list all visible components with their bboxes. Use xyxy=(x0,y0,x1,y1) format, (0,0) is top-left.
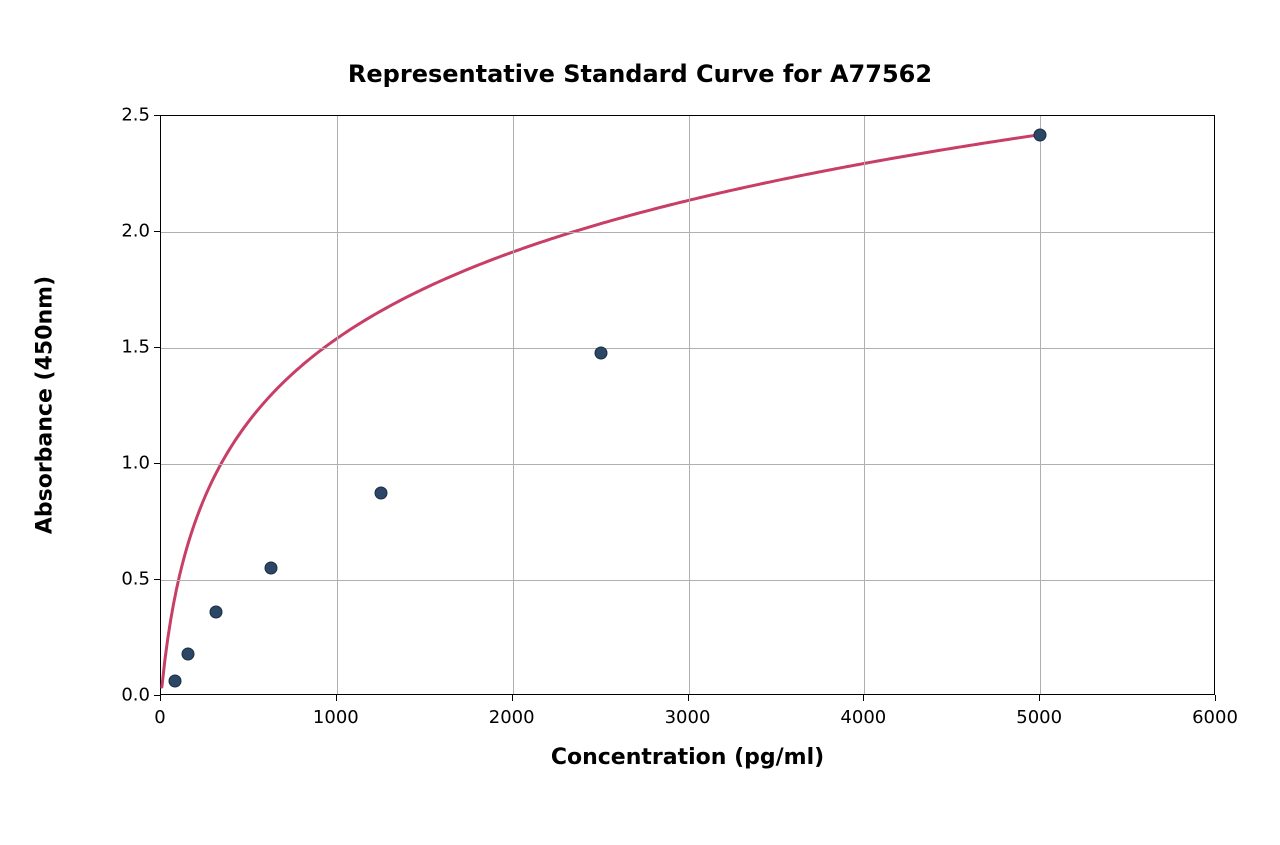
x-tick-mark xyxy=(336,695,337,701)
y-tick-label: 0.0 xyxy=(115,685,150,706)
y-tick-label: 1.0 xyxy=(115,453,150,474)
y-tick-mark xyxy=(154,579,160,580)
y-tick-mark xyxy=(154,463,160,464)
y-tick-mark xyxy=(154,347,160,348)
x-tick-label: 4000 xyxy=(840,707,886,728)
grid-line-horizontal xyxy=(161,464,1214,465)
plot-area xyxy=(160,115,1215,695)
chart-container: Representative Standard Curve for A77562… xyxy=(0,0,1280,845)
data-point xyxy=(182,648,195,661)
x-tick-mark xyxy=(160,695,161,701)
x-tick-mark xyxy=(688,695,689,701)
y-axis-label: Absorbance (450nm) xyxy=(33,276,58,534)
data-point xyxy=(374,487,387,500)
y-tick-label: 2.0 xyxy=(115,221,150,242)
data-point xyxy=(209,606,222,619)
x-tick-label: 3000 xyxy=(665,707,711,728)
chart-title: Representative Standard Curve for A77562 xyxy=(0,60,1280,88)
grid-line-horizontal xyxy=(161,580,1214,581)
x-axis-label: Concentration (pg/ml) xyxy=(551,745,824,770)
data-point xyxy=(1034,128,1047,141)
y-tick-label: 2.5 xyxy=(115,105,150,126)
x-tick-label: 2000 xyxy=(489,707,535,728)
x-tick-label: 1000 xyxy=(313,707,359,728)
grid-line-horizontal xyxy=(161,232,1214,233)
y-tick-label: 0.5 xyxy=(115,569,150,590)
data-point xyxy=(168,674,181,687)
x-tick-label: 0 xyxy=(154,707,165,728)
x-tick-label: 6000 xyxy=(1192,707,1238,728)
grid-line-vertical xyxy=(513,116,514,694)
y-tick-mark xyxy=(154,695,160,696)
grid-line-vertical xyxy=(1040,116,1041,694)
data-point xyxy=(594,346,607,359)
grid-line-horizontal xyxy=(161,348,1214,349)
y-tick-mark xyxy=(154,115,160,116)
data-point xyxy=(264,562,277,575)
x-tick-mark xyxy=(863,695,864,701)
y-tick-label: 1.5 xyxy=(115,337,150,358)
x-tick-mark xyxy=(1215,695,1216,701)
x-tick-mark xyxy=(1039,695,1040,701)
grid-line-vertical xyxy=(864,116,865,694)
x-tick-mark xyxy=(512,695,513,701)
grid-line-vertical xyxy=(337,116,338,694)
x-tick-label: 5000 xyxy=(1016,707,1062,728)
grid-line-vertical xyxy=(689,116,690,694)
fitted-curve xyxy=(162,135,1040,687)
y-tick-mark xyxy=(154,231,160,232)
